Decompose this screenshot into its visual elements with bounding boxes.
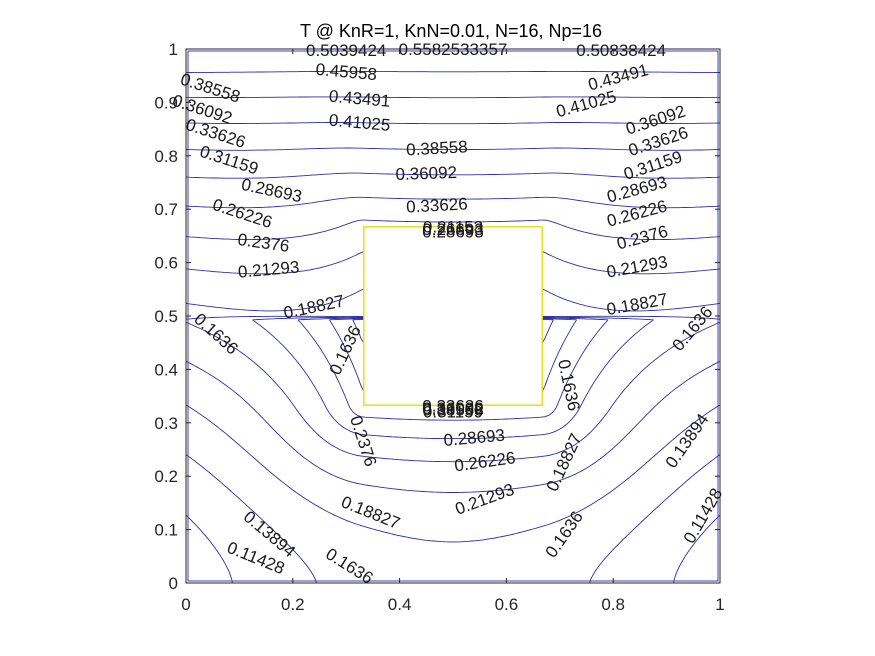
y-tick-label: 0.3 [154,414,178,433]
square-obstacle [363,226,543,406]
contour-label: 0.18827 [605,290,669,319]
contour-line-1 [185,514,721,584]
contour-label: 0.36092 [395,163,457,184]
x-tick-label: 0 [181,595,190,614]
y-tick-label: 0.2 [154,467,178,486]
contour-line-6 [185,250,721,440]
x-tick-label: 0.6 [495,595,519,614]
contour-label: 0.1636 [326,323,365,378]
contour-line-5 [185,288,721,463]
contour-label: 0.43491 [586,60,650,94]
contour-label: 0.43491 [328,87,391,111]
contour-label: 0.33626 [406,194,468,216]
y-tick-label: 0.6 [154,254,178,273]
contour-label: 0.28693 [240,175,304,206]
contour-label: 0.50838424 [576,41,666,60]
contour-label: 0.13894 [662,410,713,471]
contour-label: 0.45958 [315,60,378,84]
contour-label: 0.2376 [237,230,291,256]
contour-line-3 [185,404,721,543]
contour-label: 0.2376 [346,414,380,469]
contour-label: 0.1636 [542,508,587,561]
contour-label: 0.33626 [422,396,483,415]
y-tick-label: 0 [169,574,178,593]
contour-label: 0.41025 [554,87,618,121]
contour-lines [185,50,721,584]
contour-label: 0.5582533357 [399,40,508,59]
contour-label: 0.26226 [453,448,516,475]
contour-label: 0.21293 [605,252,669,281]
contour-label: 0.28693 [422,223,483,242]
x-tick-label: 1 [715,595,724,614]
x-axis-ticks: 0 0.2 0.4 0.6 0.8 1 [181,49,725,614]
contour-label: 0.41025 [328,111,391,135]
chart-title: T @ KnR=1, KnN=0.01, N=16, Np=16 [300,21,602,41]
y-tick-label: 0.8 [154,147,178,166]
x-tick-label: 0.8 [601,595,625,614]
contour-label: 0.26693 [422,220,483,239]
contour-label: 0.31159 [423,403,483,422]
y-tick-label: 0.9 [154,93,178,112]
contour-label: 0.36092 [422,399,483,418]
contour-label: 0.26226 [210,195,274,232]
x-tick-label: 0.2 [281,595,305,614]
contour-label: 0.18827 [543,431,586,495]
contour-line-2 [185,454,721,584]
contour-label: 0.1636 [554,358,583,413]
contour-line-12 [186,96,720,99]
contour-label: 0.38558 [422,401,483,420]
contour-label: 0.38558 [406,137,468,159]
contour-label: 0.5039424 [306,41,386,60]
y-axis-ticks: 0 0.1 0.2 0.3 0.4 0.5 0.6 0.7 0.8 0.9 1 [154,40,720,593]
contour-label: 0.1636 [669,303,717,355]
y-tick-label: 1 [169,40,178,59]
contour-label: 0.21293 [237,257,300,281]
contour-label: 0.21153 [423,217,483,236]
y-tick-label: 0.5 [154,307,178,326]
y-tick-label: 0.7 [154,200,178,219]
y-tick-label: 0.1 [154,521,178,540]
contour-line-7 [185,219,721,421]
x-tick-label: 0.4 [388,595,412,614]
y-tick-label: 0.4 [154,360,178,379]
contour-line-4 [185,360,721,493]
contour-label: 0.21293 [453,480,517,519]
contour-label: 0.28693 [443,426,506,450]
contour-label: 0.18827 [339,492,403,533]
